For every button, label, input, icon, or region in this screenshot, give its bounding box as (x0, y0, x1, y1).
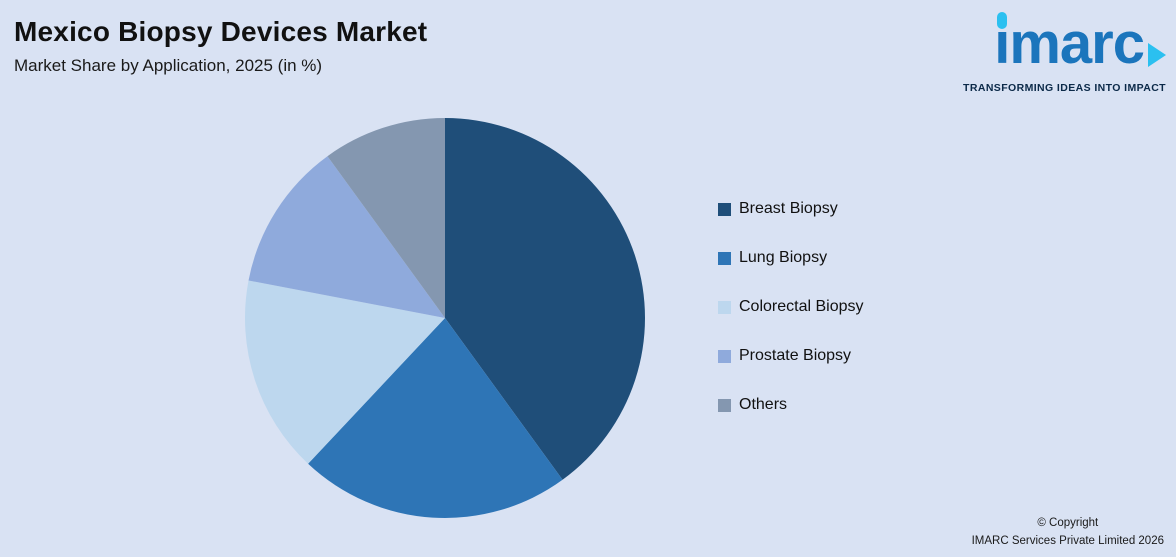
copyright-notice: © Copyright IMARC Services Private Limit… (972, 515, 1164, 551)
legend-item-colorectal-biopsy: Colorectal Biopsy (718, 298, 864, 316)
pie-chart (245, 118, 645, 518)
imarc-logo: imarc TRANSFORMING IDEAS INTO IMPACT (934, 8, 1166, 94)
legend-swatch (718, 398, 731, 412)
copyright-line1: © Copyright (1037, 517, 1099, 530)
imarc-logo-i-dot-icon (997, 12, 1008, 29)
chart-header: Mexico Biopsy Devices Market Market Shar… (14, 16, 427, 76)
legend-item-prostate-biopsy: Prostate Biopsy (718, 347, 864, 365)
legend-item-lung-biopsy: Lung Biopsy (718, 249, 864, 267)
legend-swatch (718, 251, 731, 265)
imarc-logo-row: imarc (994, 8, 1166, 80)
legend-item-breast-biopsy: Breast Biopsy (718, 200, 864, 218)
pie-slice-colorectal-biopsy (245, 280, 445, 464)
pie-slice-lung-biopsy (308, 318, 563, 518)
legend-swatch (718, 349, 731, 363)
pie-slice-others (327, 118, 445, 318)
legend-label: Colorectal Biopsy (739, 298, 864, 315)
legend-label: Breast Biopsy (739, 200, 838, 217)
legend-swatch (718, 202, 731, 216)
pie-slice-breast-biopsy (445, 118, 645, 480)
legend-label: Lung Biopsy (739, 249, 828, 266)
pie-chart-svg (245, 118, 645, 518)
legend-label: Others (739, 396, 788, 413)
imarc-logo-text: imarc (994, 11, 1145, 76)
chart-title: Mexico Biopsy Devices Market (14, 16, 428, 47)
pie-slice-prostate-biopsy (248, 156, 445, 318)
copyright-line2: IMARC Services Private Limited 2026 (971, 535, 1164, 548)
legend: Breast Biopsy Lung Biopsy Colorectal Biops… (718, 200, 864, 414)
legend-label: Prostate Biopsy (739, 347, 852, 364)
legend-item-others: Others (718, 396, 864, 414)
legend-swatch (718, 300, 731, 314)
imarc-logo-tagline: TRANSFORMING IDEAS INTO IMPACT (963, 82, 1166, 94)
imarc-logo-triangle-icon (1148, 42, 1166, 67)
chart-subtitle: Market Share by Application, 2025 (in %) (14, 56, 323, 75)
